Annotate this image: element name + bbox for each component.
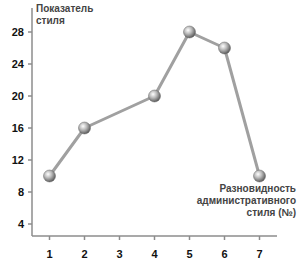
data-point xyxy=(219,42,231,54)
data-point xyxy=(184,26,196,38)
y-tick xyxy=(28,191,32,193)
x-axis-label: Разновидностьадминистративногостиля (№) xyxy=(197,183,296,218)
x-tick-label: 3 xyxy=(116,248,122,260)
y-tick-label: 8 xyxy=(18,186,24,198)
x-tick-label: 1 xyxy=(46,248,52,260)
y-tick xyxy=(28,127,32,129)
data-point xyxy=(79,122,91,134)
y-axis-label-line: стиля xyxy=(36,15,65,26)
x-tick xyxy=(119,236,121,240)
x-tick-label: 7 xyxy=(256,248,262,260)
y-tick-label: 20 xyxy=(12,90,24,102)
plot-area xyxy=(44,26,266,182)
y-axis-label-line: Показатель xyxy=(36,3,93,14)
y-tick-label: 12 xyxy=(12,154,24,166)
chart: 4812162024281234567ПоказательстиляРазнов… xyxy=(0,0,300,269)
data-point xyxy=(44,170,56,182)
y-tick xyxy=(28,63,32,65)
data-point xyxy=(149,90,161,102)
y-tick xyxy=(28,95,32,97)
x-axis-label-line: стиля (№) xyxy=(247,207,296,218)
y-tick xyxy=(28,223,32,225)
x-tick xyxy=(154,236,156,240)
y-axis-label: Показательстиля xyxy=(36,3,93,26)
data-line xyxy=(50,32,260,176)
x-tick-label: 4 xyxy=(151,248,158,260)
y-axis xyxy=(31,8,33,236)
x-tick xyxy=(49,236,51,240)
x-tick-label: 2 xyxy=(81,248,87,260)
y-tick-label: 4 xyxy=(18,218,25,230)
y-tick-label: 28 xyxy=(12,26,24,38)
data-point xyxy=(254,170,266,182)
x-tick xyxy=(84,236,86,240)
y-tick xyxy=(28,159,32,161)
x-axis-label-line: Разновидность xyxy=(219,183,296,194)
x-tick-label: 6 xyxy=(221,248,227,260)
y-tick xyxy=(28,31,32,33)
x-tick xyxy=(224,236,226,240)
x-tick xyxy=(189,236,191,240)
y-tick-label: 16 xyxy=(12,122,24,134)
y-tick-label: 24 xyxy=(12,58,25,70)
x-tick-label: 5 xyxy=(186,248,192,260)
x-axis-label-line: административного xyxy=(197,195,296,206)
x-tick xyxy=(259,236,261,240)
